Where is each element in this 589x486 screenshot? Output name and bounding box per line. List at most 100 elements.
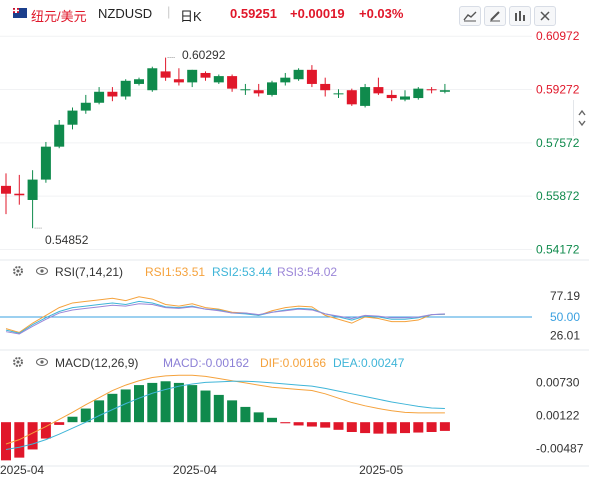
candle-body	[40, 146, 51, 180]
rsi2-value: RSI2:53.44	[212, 265, 273, 279]
price-change: +0.00019	[290, 6, 345, 21]
price-tick-label: 0.59272	[536, 83, 580, 97]
line-chart-icon	[463, 11, 477, 22]
candle-body	[439, 90, 450, 92]
bar-settings-icon	[515, 11, 525, 21]
rsi-line-rsi3	[5, 303, 445, 335]
draw-button[interactable]	[484, 6, 506, 26]
candle-body	[386, 94, 397, 99]
macd-title: MACD(12,26,9)	[55, 356, 139, 370]
candle-body	[54, 124, 65, 147]
gear-icon[interactable]	[12, 265, 24, 277]
rsi-tick-label: 77.19	[550, 289, 580, 303]
macd-bar	[14, 422, 25, 458]
macd-bar	[54, 422, 65, 425]
macd-bar	[187, 385, 198, 423]
candle-body	[120, 80, 131, 97]
rsi-tick-label: 50.00	[550, 310, 580, 324]
macd-bar	[80, 408, 91, 423]
divider: |	[167, 4, 171, 19]
candles	[1, 57, 450, 229]
macd-bar	[240, 406, 251, 423]
price-tick-label: 0.60972	[536, 29, 580, 43]
candle-body	[280, 77, 291, 83]
macd-tick-label: -0.00487	[536, 442, 584, 456]
candle-body	[400, 96, 410, 100]
candle-body	[426, 89, 437, 91]
rsi-line-rsi2	[5, 300, 445, 334]
candle-body	[160, 71, 171, 78]
date-tick-label: 2025-05	[359, 463, 403, 477]
chevron-up-down-icon	[578, 109, 586, 127]
rsi-title: RSI(7,14,21)	[55, 265, 124, 279]
eye-icon[interactable]	[36, 265, 48, 277]
axis-labels: 0.60972 0.59272 0.57572 0.55872 0.54172 77.19…	[0, 29, 584, 477]
chart-header: 纽元/美元 NZDUSD | 日K 0.59251 +0.00019 +0.03…	[0, 0, 589, 28]
macd-bar	[67, 416, 78, 423]
rsi-line-rsi1	[5, 296, 445, 334]
macd-panel	[1, 374, 450, 461]
dea-line	[5, 380, 445, 450]
macd-bar	[120, 389, 131, 423]
low-annotation: 0.54852	[45, 233, 89, 247]
price-change-pct: +0.03%	[359, 6, 404, 21]
rsi1-value: RSI1:53.51	[145, 265, 206, 279]
candle-body	[373, 87, 384, 94]
macd-bar	[27, 422, 38, 450]
candle-body	[306, 69, 317, 84]
grid	[0, 35, 589, 467]
close-button[interactable]	[534, 6, 556, 26]
macd-bar	[413, 422, 424, 433]
candle-body	[187, 69, 198, 83]
macd-bar	[200, 390, 211, 423]
candle-body	[320, 83, 331, 91]
macd-bar	[280, 422, 291, 424]
macd-bar	[400, 422, 410, 434]
price-tick-label: 0.57572	[536, 136, 580, 150]
macd-bar	[107, 393, 118, 423]
side-scroll-handle[interactable]	[573, 100, 589, 136]
dif-value: DIF:0.00166	[260, 356, 327, 370]
macd-bar	[360, 422, 371, 434]
macd-bar	[160, 381, 171, 423]
candle-body	[227, 76, 238, 89]
candle-body	[253, 90, 264, 94]
macd-value: MACD:-0.00162	[163, 356, 250, 370]
gear-icon-macd[interactable]	[12, 356, 24, 368]
indicator-button[interactable]	[509, 6, 531, 26]
candle-body	[67, 110, 78, 125]
macd-bar	[267, 417, 277, 423]
period-selector[interactable]: 日K	[180, 9, 202, 24]
macd-bar	[373, 422, 384, 434]
macd-tick-label: 0.00730	[536, 375, 580, 389]
eye-icon-macd[interactable]	[36, 356, 48, 368]
dif-line	[5, 374, 445, 445]
candle-body	[267, 82, 277, 95]
candle-body	[240, 89, 251, 91]
pencil-icon	[490, 11, 500, 22]
candle-body	[360, 87, 371, 106]
candle-body	[1, 185, 11, 194]
macd-bar	[253, 412, 264, 423]
macd-bar	[94, 400, 105, 423]
macd-bar	[426, 422, 437, 432]
symbol: NZDUSD	[98, 6, 153, 21]
candle-body	[346, 90, 357, 105]
macd-bar	[40, 422, 51, 439]
last-price: 0.59251	[230, 6, 277, 21]
rsi-tick-label: 26.01	[550, 329, 580, 343]
macd-bar	[1, 422, 11, 461]
macd-bar	[293, 422, 304, 426]
macd-bar	[213, 394, 224, 423]
candle-body	[134, 79, 144, 84]
macd-bar	[227, 400, 238, 423]
high-annotation: 0.60292	[182, 48, 226, 62]
candle-body	[94, 91, 105, 103]
rsi-panel	[0, 296, 532, 335]
line-chart-button[interactable]	[459, 6, 481, 26]
candle-body	[333, 93, 344, 95]
macd-tick-label: 0.00122	[536, 409, 580, 423]
close-icon	[540, 11, 550, 21]
candle-body	[173, 79, 184, 83]
candle-body	[14, 193, 25, 196]
